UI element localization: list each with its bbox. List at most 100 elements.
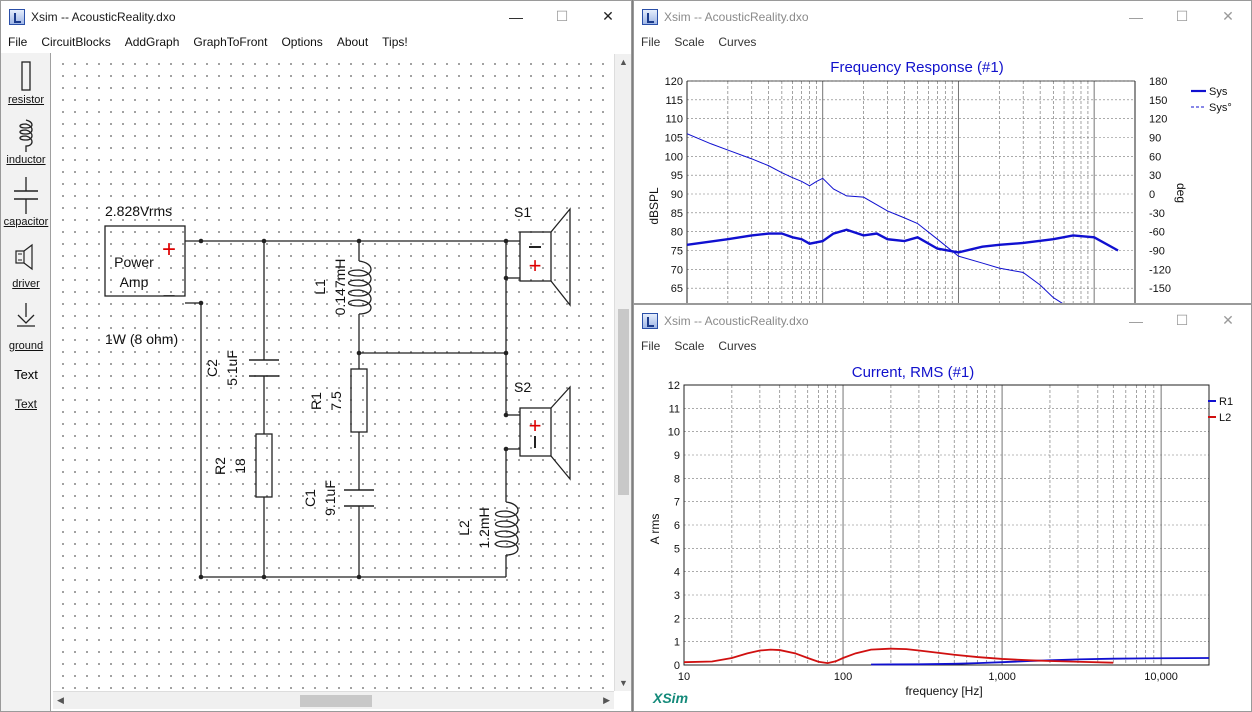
tool-capacitor[interactable]: capacitor	[1, 177, 51, 228]
r2-value: 18	[232, 458, 248, 474]
tool-ground-label: ground	[8, 340, 44, 352]
x-tick-label: 100	[834, 671, 852, 683]
frequency-response-window: Xsim -- AcousticReality.dxo — ☐ ✕ File S…	[633, 0, 1252, 304]
schematic-window-title: Xsim -- AcousticReality.dxo	[31, 9, 176, 24]
r2-name: R2	[212, 457, 228, 475]
minimize-button[interactable]: —	[1129, 312, 1143, 329]
tool-ground[interactable]: ground	[1, 303, 51, 352]
scroll-down-icon[interactable]: ▼	[619, 678, 628, 688]
schematic-canvas[interactable]: + + 2.828Vrms Power Amp + – 1W (8 ohm) S…	[53, 54, 614, 691]
amp-rating-label: 1W (8 ohm)	[105, 331, 178, 347]
current-titlebar[interactable]: Xsim -- AcousticReality.dxo — ☐ ✕	[634, 305, 1251, 336]
x-tick-label: 10,000	[1144, 671, 1178, 683]
l1-value: 0.147mH	[332, 259, 348, 316]
menu-scale[interactable]: Scale	[674, 339, 705, 353]
frequency-response-chart: Frequency Response (#1) dBSPL deg 120 115…	[647, 59, 1232, 303]
horizontal-scroll-thumb[interactable]	[300, 695, 372, 707]
legend-l2: L2	[1219, 412, 1231, 424]
y-tick-label: 8	[674, 473, 680, 485]
menu-tips[interactable]: Tips!	[382, 35, 408, 49]
tool-text-underlined-label: Text	[14, 397, 37, 411]
scroll-left-icon[interactable]: ◀	[57, 695, 64, 705]
menu-scale[interactable]: Scale	[674, 35, 705, 49]
y2-axis-label: deg	[1174, 183, 1188, 203]
y-axis-label: A rms	[648, 514, 662, 545]
chart-legend[interactable]: Sys Sys°	[1191, 86, 1232, 114]
scroll-right-icon[interactable]: ▶	[603, 695, 610, 705]
maximize-button[interactable]: ☐	[555, 8, 569, 24]
tool-inductor[interactable]: inductor	[1, 119, 51, 166]
amp-minus-terminal: –	[163, 284, 175, 306]
y-tick-label: 110	[665, 114, 683, 126]
s1-speaker-box	[519, 231, 552, 282]
menu-graphtofront[interactable]: GraphToFront	[193, 35, 268, 49]
horizontal-scrollbar[interactable]: ◀ ▶	[53, 691, 614, 709]
y-tick-label: 85	[671, 208, 683, 220]
minimize-button[interactable]: —	[509, 8, 523, 25]
tool-text-plain-label: Text	[14, 367, 38, 382]
amp-plus-terminal: +	[162, 236, 176, 263]
power-amp-box	[104, 225, 186, 297]
close-button[interactable]: ✕	[1222, 8, 1234, 24]
l1-coil	[347, 260, 372, 315]
menu-file[interactable]: File	[641, 35, 661, 49]
l1-name: L1	[312, 279, 328, 295]
y2-tick-label: -150	[1149, 283, 1171, 295]
y2-tick-label: 90	[1149, 133, 1161, 145]
x-tick-label: 10	[678, 671, 690, 683]
s1-plus-mark: +	[529, 253, 542, 278]
menu-circuitblocks[interactable]: CircuitBlocks	[41, 35, 111, 49]
menu-file[interactable]: File	[8, 35, 28, 49]
tool-text-plain[interactable]: Text	[1, 367, 51, 382]
current-menubar: File Scale Curves	[634, 336, 1251, 356]
freq-titlebar[interactable]: Xsim -- AcousticReality.dxo — ☐ ✕	[634, 1, 1251, 32]
maximize-button[interactable]: ☐	[1175, 8, 1189, 24]
chart-legend[interactable]: R1 L2	[1208, 396, 1233, 424]
y2-tick-label: -90	[1149, 246, 1165, 258]
schematic-window: Xsim -- AcousticReality.dxo — ☐ ✕ File C…	[0, 0, 632, 712]
close-button[interactable]: ✕	[602, 8, 614, 24]
y-tick-label: 75	[671, 246, 683, 258]
minimize-button[interactable]: —	[1129, 8, 1143, 25]
menu-file[interactable]: File	[641, 339, 661, 353]
y-tick-label: 65	[671, 283, 683, 295]
y-tick-label: 3	[674, 590, 680, 602]
y-tick-label: 6	[674, 520, 680, 532]
current-rms-chart: Current, RMS (#1) A rms frequency [Hz] X…	[648, 364, 1233, 706]
s1-label: S1	[514, 204, 531, 220]
series-l2-line	[683, 647, 1114, 665]
menu-about[interactable]: About	[336, 35, 369, 49]
tool-driver[interactable]: driver	[1, 243, 51, 290]
tool-text-underlined[interactable]: Text	[1, 397, 51, 411]
vertical-scroll-thumb[interactable]	[618, 309, 629, 495]
y2-tick-label: -120	[1149, 264, 1171, 276]
c1-name: C1	[302, 489, 318, 507]
menu-curves[interactable]: Curves	[718, 339, 757, 353]
close-button[interactable]: ✕	[1222, 312, 1234, 328]
menu-curves[interactable]: Curves	[718, 35, 757, 49]
xsim-brand-logo: XSim	[652, 690, 688, 706]
y-tick-label: 2	[674, 613, 680, 625]
tool-inductor-label: inductor	[6, 154, 46, 166]
schematic-titlebar[interactable]: Xsim -- AcousticReality.dxo — ☐ ✕	[1, 1, 631, 32]
tool-capacitor-label: capacitor	[3, 216, 49, 228]
series-sys-phase-line	[687, 133, 1063, 303]
legend-sys-phase: Sys°	[1209, 102, 1232, 114]
y-tick-label: 9	[674, 450, 680, 462]
tool-resistor[interactable]: resistor	[1, 59, 51, 106]
circuit-diagram: + + 2.828Vrms Power Amp + – 1W (8 ohm) S…	[104, 203, 571, 580]
y-tick-label: 115	[665, 95, 683, 107]
menu-options[interactable]: Options	[281, 35, 323, 49]
menu-addgraph[interactable]: AddGraph	[124, 35, 180, 49]
maximize-button[interactable]: ☐	[1175, 312, 1189, 328]
scroll-up-icon[interactable]: ▲	[619, 57, 628, 67]
y2-tick-label: 150	[1149, 95, 1167, 107]
x-tick-label: 1,000	[988, 671, 1016, 683]
y2-tick-label: 60	[1149, 151, 1161, 163]
xsim-app-icon	[642, 312, 658, 329]
y2-tick-label: -60	[1149, 227, 1165, 239]
vertical-scrollbar[interactable]: ▲ ▼	[614, 54, 631, 691]
y-tick-label: 5	[674, 543, 680, 555]
r1-value: 7.5	[328, 391, 344, 411]
driver-icon	[15, 243, 33, 271]
